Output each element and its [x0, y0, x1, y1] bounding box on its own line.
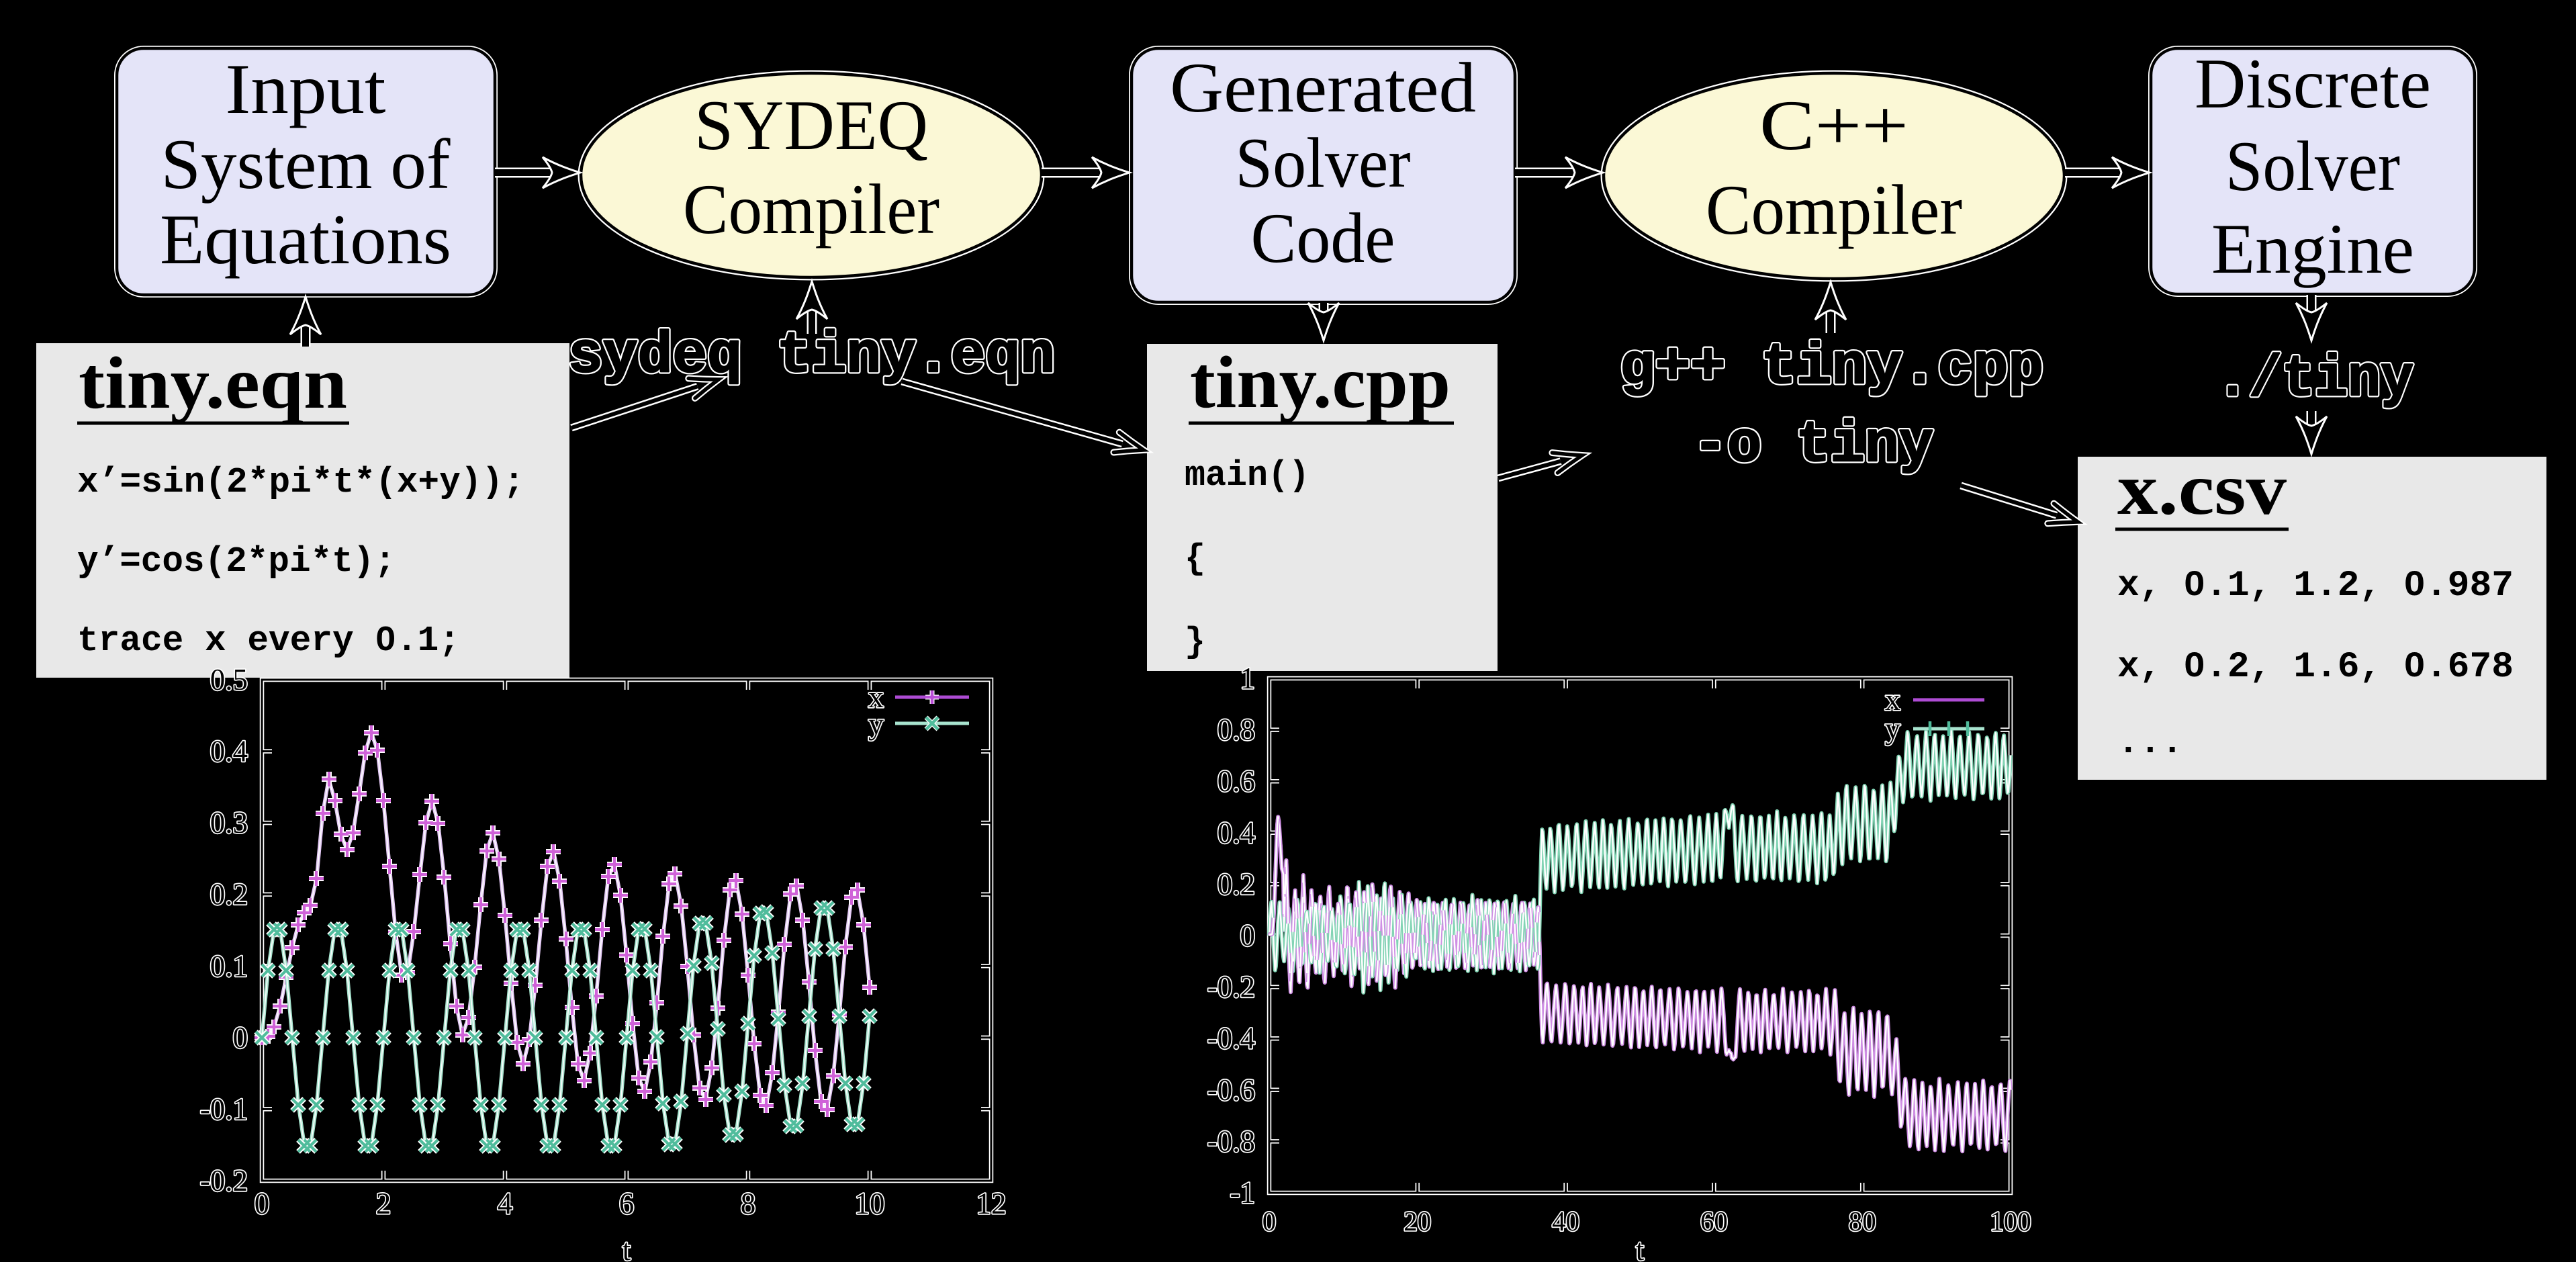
svg-text:0: 0 — [1262, 1206, 1277, 1236]
svg-text:6: 6 — [619, 1187, 635, 1220]
svg-text:20: 20 — [1404, 1206, 1431, 1236]
svg-text:Discrete: Discrete — [2195, 44, 2431, 123]
svg-text:Compiler: Compiler — [1706, 171, 1962, 249]
svg-text:-0.4: -0.4 — [1207, 1022, 1255, 1055]
svg-text:0.2: 0.2 — [1217, 867, 1255, 901]
svg-text:}: } — [1185, 622, 1205, 662]
svg-text:Generated: Generated — [1170, 48, 1476, 127]
svg-text:80: 80 — [1849, 1206, 1876, 1236]
svg-text:-0.2: -0.2 — [200, 1164, 248, 1198]
svg-text:-0.8: -0.8 — [1207, 1124, 1255, 1158]
svg-text:0.8: 0.8 — [1217, 713, 1255, 747]
svg-text:40: 40 — [1552, 1206, 1579, 1236]
svg-text:x, 0.1, 1.2, 0.987: x, 0.1, 1.2, 0.987 — [2117, 566, 2514, 606]
svg-text:tiny.eqn: tiny.eqn — [79, 342, 347, 424]
svg-text:x.csv: x.csv — [2117, 448, 2287, 530]
svg-text:x: x — [1885, 682, 1900, 717]
svg-text:...: ... — [2117, 723, 2183, 764]
svg-text:main(): main() — [1185, 455, 1309, 496]
svg-text:0.5: 0.5 — [210, 663, 248, 696]
svg-text:SYDEQ: SYDEQ — [694, 86, 928, 165]
svg-text:y: y — [868, 707, 884, 741]
svg-text:x: x — [868, 680, 884, 714]
svg-text:60: 60 — [1700, 1206, 1728, 1236]
svg-text:trace x every 0.1;: trace x every 0.1; — [77, 621, 460, 661]
svg-text:g++ tiny.cpp: g++ tiny.cpp — [1620, 334, 2043, 400]
svg-text:./tiny: ./tiny — [2216, 347, 2413, 412]
svg-text:-0.1: -0.1 — [200, 1092, 248, 1126]
svg-text:2: 2 — [376, 1187, 392, 1220]
svg-text:t: t — [1636, 1233, 1645, 1262]
svg-text:Solver: Solver — [2225, 127, 2400, 206]
svg-text:y: y — [1885, 711, 1900, 746]
svg-text:Compiler: Compiler — [683, 170, 939, 249]
svg-text:x’=sin(2*pi*t*(x+y));: x’=sin(2*pi*t*(x+y)); — [77, 462, 524, 502]
svg-text:System of: System of — [161, 125, 451, 204]
svg-text:tiny.cpp: tiny.cpp — [1190, 341, 1451, 423]
svg-text:./tiny: ./tiny — [2216, 347, 2413, 412]
svg-text:Solver: Solver — [1236, 124, 1411, 202]
svg-text:0.6: 0.6 — [1217, 764, 1255, 798]
svg-text:4: 4 — [498, 1187, 513, 1220]
svg-text:Code: Code — [1251, 199, 1395, 277]
svg-text:-o tiny: -o tiny — [1693, 412, 1933, 478]
svg-text:-0.2: -0.2 — [1207, 971, 1255, 1004]
svg-text:-0.6: -0.6 — [1207, 1073, 1255, 1107]
svg-text:Engine: Engine — [2211, 210, 2414, 288]
svg-text:0.1: 0.1 — [210, 949, 248, 983]
svg-text:8: 8 — [741, 1187, 756, 1220]
svg-text:0: 0 — [233, 1021, 248, 1054]
svg-text:10: 10 — [855, 1187, 885, 1220]
svg-text:Input: Input — [226, 50, 386, 128]
svg-text:0.3: 0.3 — [210, 806, 248, 840]
svg-text:Equations: Equations — [160, 200, 451, 279]
svg-text:1: 1 — [1240, 662, 1256, 695]
svg-text:-o tiny: -o tiny — [1693, 412, 1933, 478]
svg-text:x, 0.2, 1.6, 0.678: x, 0.2, 1.6, 0.678 — [2117, 647, 2514, 688]
svg-text:-1: -1 — [1230, 1176, 1256, 1210]
svg-text:0: 0 — [1240, 919, 1256, 952]
svg-text:t: t — [623, 1233, 631, 1262]
svg-text:0.4: 0.4 — [1217, 816, 1255, 850]
svg-text:12: 12 — [976, 1187, 1007, 1220]
svg-text:0.4: 0.4 — [210, 735, 248, 768]
svg-text:{: { — [1185, 539, 1205, 579]
svg-text:g++ tiny.cpp: g++ tiny.cpp — [1620, 334, 2043, 400]
svg-text:0: 0 — [255, 1187, 270, 1220]
svg-text:y’=cos(2*pi*t);: y’=cos(2*pi*t); — [77, 541, 396, 582]
svg-text:100: 100 — [1990, 1206, 2031, 1236]
svg-text:C++: C++ — [1759, 86, 1908, 165]
svg-text:0.2: 0.2 — [210, 878, 248, 911]
